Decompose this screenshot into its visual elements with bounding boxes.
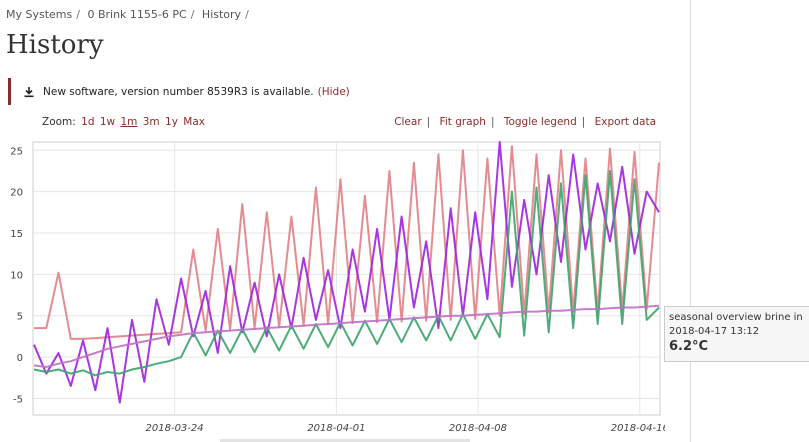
- y-tick-label: 25: [10, 146, 23, 157]
- tooltip-value: 6.2°C: [669, 339, 709, 354]
- x-tick-label: 2018-04-08: [449, 423, 507, 434]
- fit-graph-link[interactable]: Fit graph: [439, 116, 486, 128]
- notice-text: New software, version number 8539R3 is a…: [43, 85, 314, 98]
- zoom-1w[interactable]: 1w: [99, 116, 116, 128]
- x-tick-label: 2018-04-16: [611, 423, 665, 434]
- zoom-1d[interactable]: 1d: [81, 116, 95, 128]
- zoom-3m[interactable]: 3m: [142, 116, 160, 128]
- separator: |: [490, 116, 495, 128]
- series-line-green: [33, 170, 660, 377]
- series-line-lavender: [33, 304, 660, 368]
- breadcrumb-separator: /: [76, 8, 80, 21]
- breadcrumb-my-systems[interactable]: My Systems: [6, 8, 73, 21]
- y-tick-label: 10: [10, 270, 23, 281]
- separator: |: [581, 116, 586, 128]
- breadcrumb: My Systems/ 0 Brink 1155-6 PC / History /: [6, 8, 253, 21]
- graph-actions: Clear | Fit graph | Toggle legend | Export …: [394, 116, 656, 128]
- tooltip-title: seasonal overview brine in: [669, 312, 803, 323]
- software-update-notice: New software, version number 8539R3 is a…: [8, 78, 680, 105]
- tooltip-time: 2018-04-17 13:12: [669, 326, 760, 337]
- zoom-1m[interactable]: 1m: [120, 116, 138, 128]
- download-icon: [24, 86, 34, 97]
- zoom-label: Zoom:: [42, 116, 76, 128]
- history-chart[interactable]: 25 20 15 10 5 0 -5 2018-03-24 2018-04-01 2018-04-…: [0, 130, 665, 442]
- toggle-legend-link[interactable]: Toggle legend: [503, 116, 577, 128]
- zoom-controls: Zoom: 1d 1w 1m 3m 1y Max: [42, 116, 205, 128]
- breadcrumb-separator: /: [245, 8, 249, 21]
- y-tick-label: 15: [10, 229, 23, 240]
- clear-link[interactable]: Clear: [394, 116, 422, 128]
- y-tick-label: 5: [17, 312, 23, 323]
- zoom-max[interactable]: Max: [183, 116, 205, 128]
- breadcrumb-system[interactable]: 0 Brink 1155-6 PC: [87, 8, 187, 21]
- right-pane: [690, 0, 809, 442]
- hide-notice-link[interactable]: (Hide): [317, 85, 350, 98]
- plot-area: [32, 141, 661, 416]
- separator: |: [426, 116, 431, 128]
- page-title: History: [6, 30, 104, 60]
- y-tick-label: 0: [17, 353, 23, 364]
- breadcrumb-history[interactable]: History: [201, 8, 242, 21]
- breadcrumb-separator: /: [190, 8, 195, 21]
- y-tick-label: 20: [10, 188, 23, 199]
- zoom-1y[interactable]: 1y: [165, 116, 178, 128]
- x-tick-label: 2018-04-01: [307, 423, 365, 434]
- y-tick-label: -5: [13, 394, 23, 405]
- horizontal-scrollbar[interactable]: [220, 439, 470, 442]
- export-data-link[interactable]: Export data: [594, 116, 656, 128]
- series-line-purple: [33, 141, 660, 404]
- series-line-pink: [34, 145, 660, 340]
- x-tick-label: 2018-03-24: [146, 423, 204, 434]
- chart-tooltip: seasonal overview brine in 2018-04-17 13…: [664, 306, 809, 362]
